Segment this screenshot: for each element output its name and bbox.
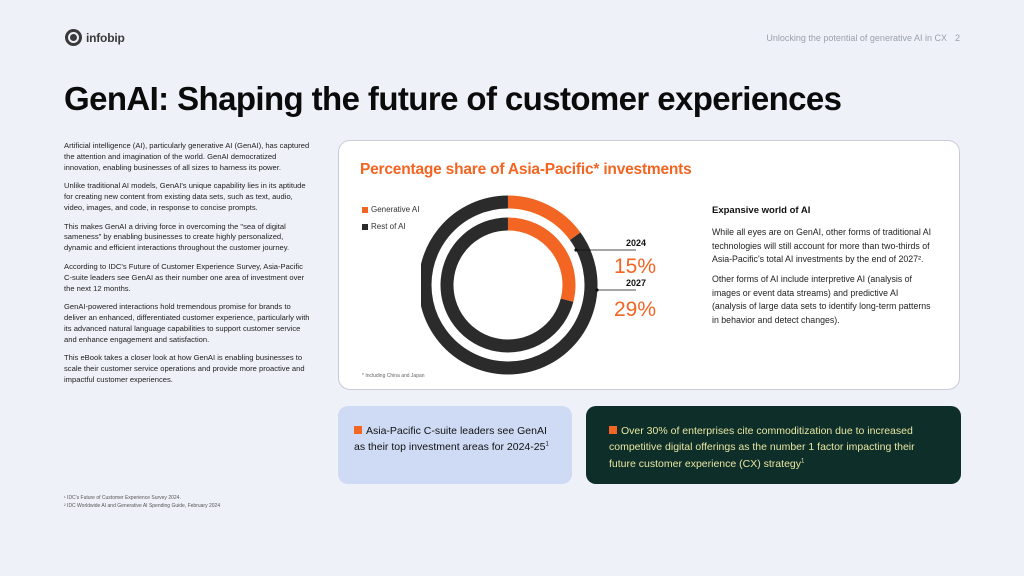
side-paragraph-end: . xyxy=(921,254,924,265)
year-label-2024: 2024 xyxy=(626,238,646,248)
page-title: GenAI: Shaping the future of customer ex… xyxy=(64,80,842,117)
chart-legend: Generative AI Rest of AI xyxy=(362,205,419,239)
chart-title: Percentage share of Asia-Pacific* invest… xyxy=(360,161,692,178)
legend-swatch-generative-ai xyxy=(362,206,368,213)
intro-text: Artificial intelligence (AI), particular… xyxy=(64,141,310,394)
leader-dot-2024 xyxy=(574,248,578,252)
leader-dot-2027 xyxy=(595,288,599,292)
legend-label: Rest of AI xyxy=(371,222,406,231)
donut-outer-rest-of-ai xyxy=(421,195,598,375)
value-label-2024: 15% xyxy=(614,255,656,278)
callout-footnote-ref: 1 xyxy=(545,441,549,448)
footnote: ¹ IDC's Future of Customer Experience Su… xyxy=(64,495,181,501)
infobip-logo-icon xyxy=(65,29,82,46)
side-panel: Expansive world of AI While all eyes are… xyxy=(712,205,932,333)
side-paragraph-text: While all eyes are on GenAI, other forms… xyxy=(712,227,932,265)
intro-paragraph: Artificial intelligence (AI), particular… xyxy=(64,141,310,172)
doc-header: Unlocking the potential of generative AI… xyxy=(766,33,960,43)
callout-footnote-ref: 1 xyxy=(801,458,805,465)
infobip-logo: infobip xyxy=(65,29,125,46)
chart-card: Percentage share of Asia-Pacific* invest… xyxy=(338,140,960,390)
callout-investment: Asia-Pacific C-suite leaders see GenAI a… xyxy=(338,406,572,484)
donut-inner-rest-of-ai xyxy=(440,217,574,353)
donut-inner-generative-ai xyxy=(507,217,576,302)
intro-paragraph: This eBook takes a closer look at how Ge… xyxy=(64,353,305,385)
logo-text: infobip xyxy=(86,30,125,45)
donut-outer-generative-ai xyxy=(507,195,581,241)
side-paragraph: While all eyes are on GenAI, other forms… xyxy=(712,226,932,267)
intro-paragraph: This makes GenAI a driving force in over… xyxy=(64,221,290,253)
callout-commoditization: Over 30% of enterprises cite commoditiza… xyxy=(586,406,961,484)
legend-item-generative-ai: Generative AI xyxy=(362,205,419,214)
callout-text: Over 30% of enterprises cite commoditiza… xyxy=(609,425,915,470)
page-number: 2 xyxy=(954,33,960,43)
donut-chart: 2024 15% 2027 29% xyxy=(421,195,656,375)
year-label-2027: 2027 xyxy=(626,278,646,288)
intro-paragraph: According to IDC's Future of Customer Ex… xyxy=(64,261,305,293)
side-paragraph: Other forms of AI include interpretive A… xyxy=(712,273,931,325)
legend-label: Generative AI xyxy=(371,205,420,214)
footnote: ² IDC Worldwide AI and Generative AI Spe… xyxy=(64,502,221,509)
value-label-2027: 29% xyxy=(614,298,656,321)
intro-paragraph: GenAI-powered interactions hold tremendo… xyxy=(64,302,310,344)
chart-footnote: * Including China and Japan xyxy=(362,373,425,379)
legend-item-rest-of-ai: Rest of AI xyxy=(362,222,419,231)
intro-paragraph: Unlike traditional AI models, GenAI's un… xyxy=(64,181,306,213)
callout-text: Asia-Pacific C-suite leaders see GenAI a… xyxy=(354,425,547,454)
legend-swatch-rest-of-ai xyxy=(362,223,368,230)
doc-title: Unlocking the potential of generative AI… xyxy=(766,33,947,43)
orange-square-icon xyxy=(609,426,617,434)
side-heading: Expansive world of AI xyxy=(712,205,811,216)
footnotes: ¹ IDC's Future of Customer Experience Su… xyxy=(64,495,220,510)
orange-square-icon xyxy=(354,426,362,434)
